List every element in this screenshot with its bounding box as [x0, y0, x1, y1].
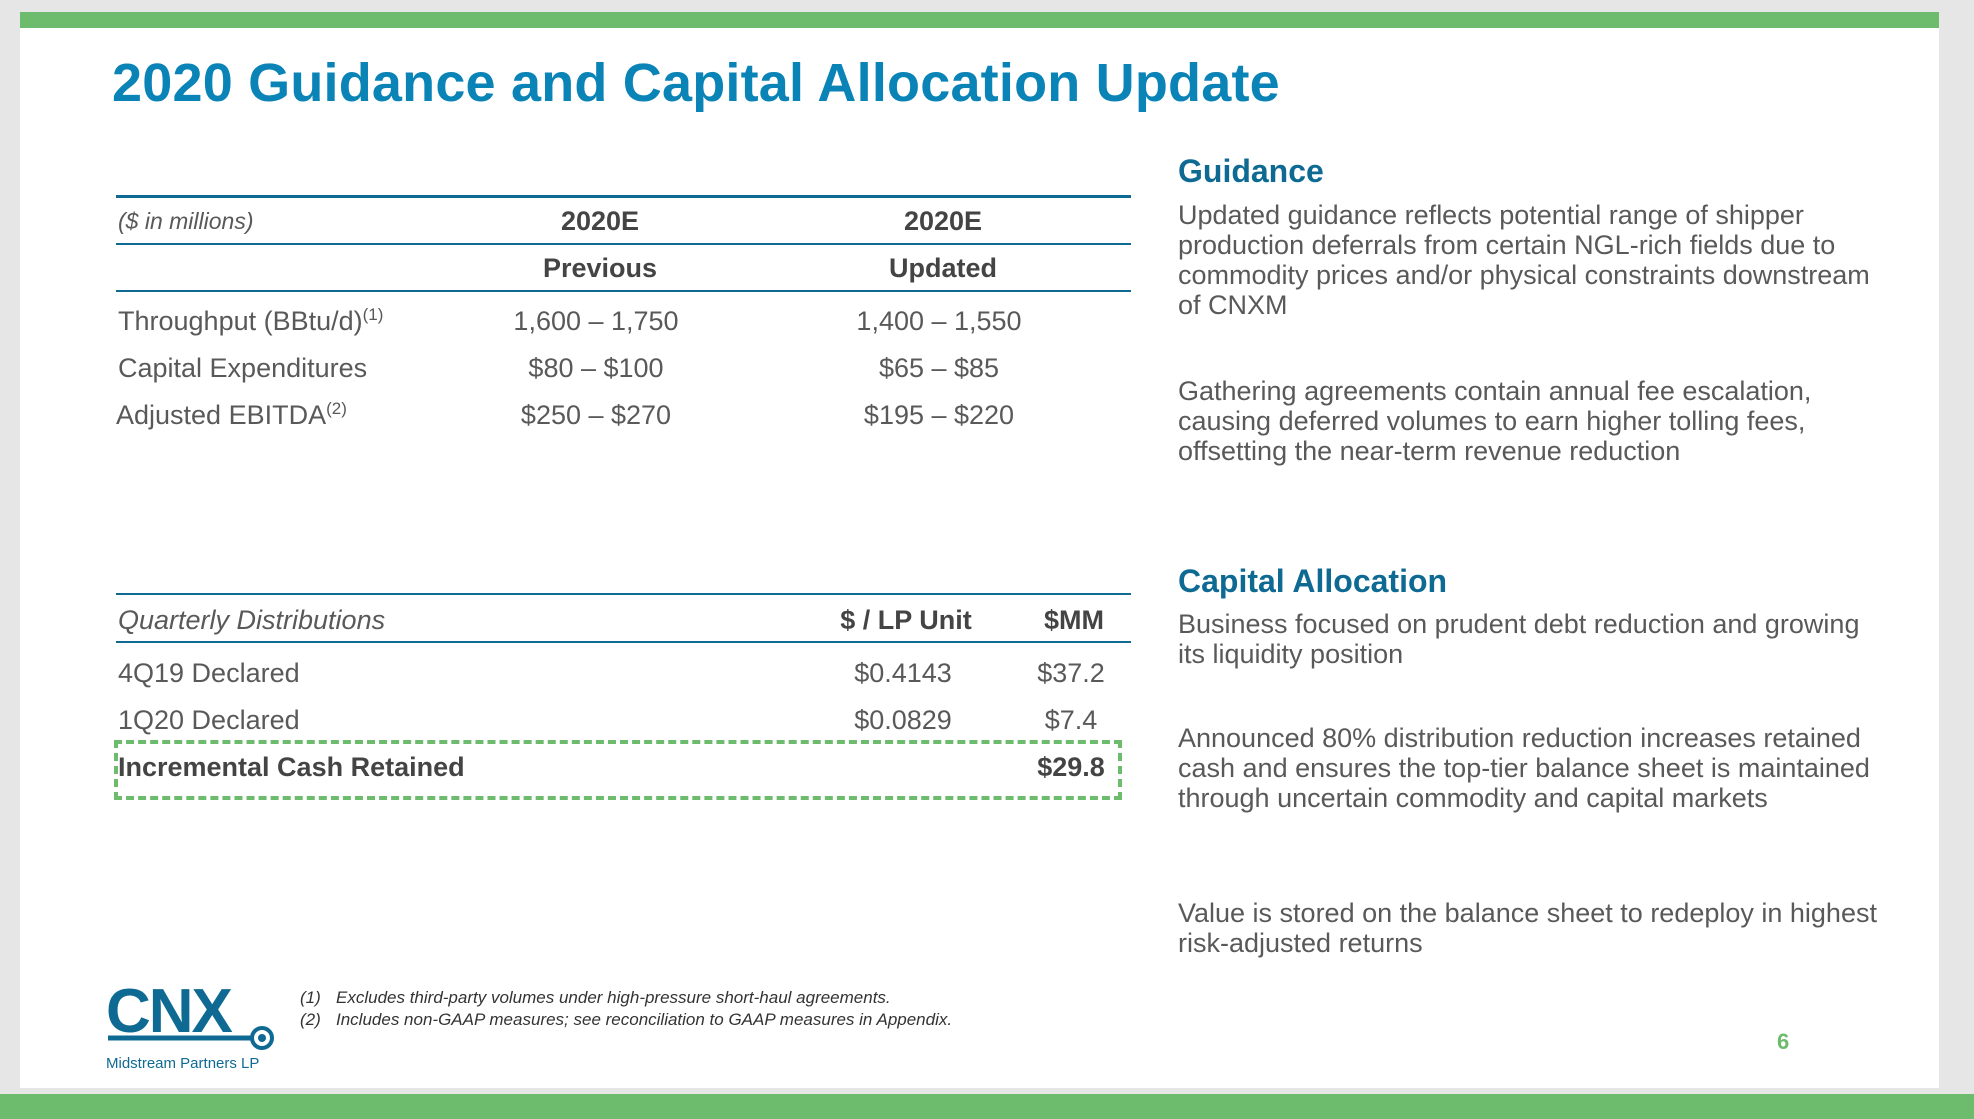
logo-wordmark: CNX	[106, 980, 233, 1046]
page-number: 6	[1777, 1029, 1790, 1054]
row-label-throughput: Throughput (BBtu/d)(1)	[118, 305, 384, 336]
slide: 2020 Guidance and Capital Allocation Upd…	[20, 12, 1939, 1088]
ebitda-updated: $195 – $220	[863, 400, 1015, 430]
logo-tagline: Midstream Partners LP	[106, 1055, 259, 1072]
capital-paragraph-2: Announced 80% distribution reduction inc…	[1178, 723, 1870, 813]
capital-paragraph-1: Business focused on prudent debt reducti…	[1178, 609, 1860, 669]
dist-row-mm: $7.4	[1044, 705, 1098, 735]
cnx-logo: CNX Midstream Partners LP	[104, 977, 294, 1076]
row-label-capex: Capital Expenditures	[118, 353, 368, 383]
top-accent-bar	[20, 12, 1939, 28]
capital-allocation-heading: Capital Allocation	[1178, 563, 1448, 599]
dist-row-label: 4Q19 Declared	[118, 658, 300, 688]
table-header-bottom-rule	[116, 290, 1131, 292]
capital-paragraph-3: Value is stored on the balance sheet to …	[1178, 898, 1877, 958]
throughput-updated: 1,400 – 1,550	[856, 306, 1022, 336]
capex-previous: $80 – $100	[528, 353, 664, 383]
cnx-logo-graphic: CNX Midstream Partners LP	[106, 977, 274, 1072]
col-updated-year: 2020E	[903, 206, 983, 236]
footnote-2: (2) Includes non-GAAP measures; see recon…	[300, 1010, 953, 1029]
row-label-ebitda: Adjusted EBITDA(2)	[116, 399, 347, 430]
footnotes: (1) Excludes third-party volumes under hi…	[300, 987, 952, 1031]
table-mid-rule	[116, 243, 1131, 245]
dist-header-bottom-rule	[116, 641, 1131, 643]
col-updated-label: Updated	[889, 253, 997, 283]
throughput-previous: 1,600 – 1,750	[513, 306, 679, 336]
cash-retained-highlight	[114, 740, 1122, 800]
page-title: 2020 Guidance and Capital Allocation Upd…	[112, 53, 1280, 113]
total-mm: $29.8	[1037, 752, 1105, 782]
bottom-accent-bar	[0, 1094, 1974, 1119]
dist-row-label: 1Q20 Declared	[118, 705, 300, 735]
table-top-rule	[116, 195, 1131, 198]
guidance-heading: Guidance	[1178, 153, 1324, 189]
footnote-1: (1) Excludes third-party volumes under hi…	[300, 988, 891, 1007]
dist-top-rule	[116, 593, 1131, 595]
dist-header-label: Quarterly Distributions	[118, 605, 386, 635]
dist-row-lp-unit: $0.4143	[854, 658, 952, 688]
col-lp-unit: $ / LP Unit	[840, 605, 972, 635]
total-label: Incremental Cash Retained	[118, 752, 465, 782]
ebitda-previous: $250 – $270	[520, 400, 672, 430]
capex-updated: $65 – $85	[878, 353, 1000, 383]
col-mm: $MM	[1044, 605, 1104, 635]
col-previous-label: Previous	[542, 253, 658, 283]
col-previous-year: 2020E	[560, 206, 640, 236]
guidance-paragraph-1: Updated guidance reflects potential rang…	[1178, 200, 1870, 320]
unit-label: ($ in millions)	[118, 208, 254, 234]
dist-row-lp-unit: $0.0829	[854, 705, 952, 735]
guidance-paragraph-2: Gathering agreements contain annual fee …	[1178, 376, 1812, 466]
dist-row-mm: $37.2	[1037, 658, 1105, 688]
